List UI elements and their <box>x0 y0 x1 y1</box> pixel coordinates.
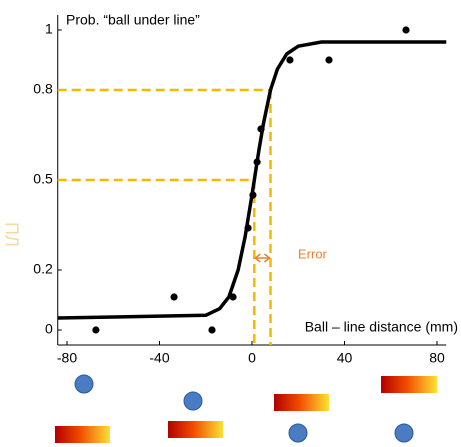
data-point <box>208 326 216 334</box>
data-point <box>257 125 265 133</box>
x-tick-label: 0 <box>248 350 256 366</box>
x-tick-label: -40 <box>149 350 169 366</box>
data-point <box>170 293 178 301</box>
data-point <box>402 26 410 34</box>
data-point <box>229 293 237 301</box>
y-tick-label: 0.2 <box>33 261 53 277</box>
illustration <box>55 374 437 443</box>
ball-icon <box>183 391 203 411</box>
error-arrowhead <box>264 253 271 263</box>
line-icon <box>168 421 223 438</box>
error-arrowhead <box>254 253 261 263</box>
data-point <box>253 158 261 166</box>
x-tick-label: 40 <box>337 350 353 366</box>
error-label: Error <box>298 246 328 261</box>
y-tick-label: 1 <box>45 21 53 37</box>
line-icon <box>55 426 110 443</box>
data-point <box>92 326 100 334</box>
x-tick-label: -80 <box>57 350 77 366</box>
y-tick-label: 0.8 <box>33 81 53 97</box>
side-mark: ПЛ <box>1 222 21 247</box>
data-point <box>286 56 294 64</box>
ball-icon <box>394 423 414 443</box>
y-tick-label: 0 <box>45 321 53 337</box>
chart-title: Prob. “ball under line” <box>66 12 200 28</box>
line-icon <box>381 376 437 393</box>
ball-icon <box>288 423 308 443</box>
x-tick-label: 80 <box>429 350 445 366</box>
y-tick-label: 0.5 <box>33 171 53 187</box>
data-point <box>325 56 333 64</box>
data-point <box>249 191 257 199</box>
data-point <box>244 224 252 232</box>
x-axis-label: Ball – line distance (mm) <box>305 319 458 335</box>
line-icon <box>274 394 329 411</box>
ball-icon <box>74 374 94 394</box>
